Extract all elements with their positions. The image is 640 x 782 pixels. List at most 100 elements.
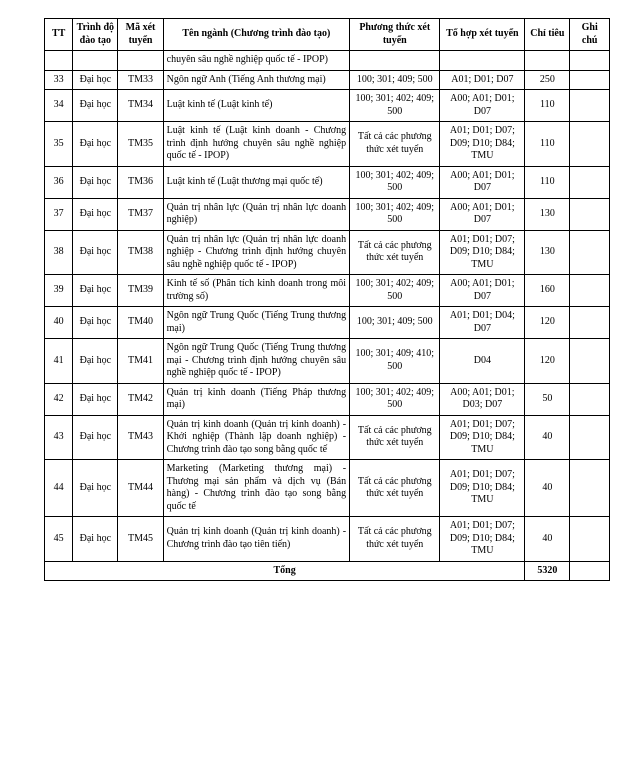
table-row: 35Đại họcTM35Luật kinh tế (Luật kinh doa… (45, 122, 610, 167)
cell-trinh: Đại học (73, 122, 118, 167)
table-row: 45Đại họcTM45Quản trị kinh doanh (Quản t… (45, 517, 610, 562)
table-row: 44Đại họcTM44Marketing (Marketing thương… (45, 460, 610, 517)
cell-tohop: A01; D01; D07; D09; D10; D84; TMU (440, 415, 525, 460)
col-chi: Chỉ tiêu (525, 19, 570, 51)
cell-ghi (570, 230, 610, 275)
cell-chi: 250 (525, 70, 570, 90)
cell-phuong (350, 51, 440, 71)
cell-phuong: 100; 301; 402; 409; 500 (350, 275, 440, 307)
cell-phuong: 100; 301; 402; 409; 500 (350, 90, 440, 122)
table-row: 33Đại họcTM33Ngôn ngữ Anh (Tiếng Anh thư… (45, 70, 610, 90)
table-row: 42Đại họcTM42Quản trị kinh doanh (Tiếng … (45, 383, 610, 415)
cell-tt: 34 (45, 90, 73, 122)
cell-ghi (570, 51, 610, 71)
cell-tohop: A01; D01; D07; D09; D10; D84; TMU (440, 230, 525, 275)
col-ma: Mã xét tuyển (118, 19, 163, 51)
cell-chi: 110 (525, 166, 570, 198)
table-row: 37Đại họcTM37Quản trị nhân lực (Quản trị… (45, 198, 610, 230)
cell-tohop: A01; D01; D07; D09; D10; D84; TMU (440, 122, 525, 167)
cell-ten: Ngôn ngữ Trung Quốc (Tiếng Trung thương … (163, 307, 349, 339)
cell-trinh (73, 51, 118, 71)
cell-ten: Quản trị kinh doanh (Tiếng Pháp thương m… (163, 383, 349, 415)
cell-chi: 120 (525, 307, 570, 339)
cell-trinh: Đại học (73, 460, 118, 517)
cell-ma (118, 51, 163, 71)
total-ghi (570, 561, 610, 581)
cell-phuong: 100; 301; 409; 500 (350, 307, 440, 339)
cell-trinh: Đại học (73, 517, 118, 562)
cell-tt: 35 (45, 122, 73, 167)
table-row: 38Đại họcTM38Quản trị nhân lực (Quản trị… (45, 230, 610, 275)
cell-phuong: Tất cả các phương thức xét tuyển (350, 415, 440, 460)
cell-phuong: Tất cả các phương thức xét tuyển (350, 230, 440, 275)
cell-ghi (570, 339, 610, 384)
table-row: chuyên sâu nghề nghiệp quốc tế - IPOP) (45, 51, 610, 71)
cell-chi: 110 (525, 122, 570, 167)
cell-chi: 110 (525, 90, 570, 122)
cell-ten: Quản trị kinh doanh (Quản trị kinh doanh… (163, 517, 349, 562)
cell-ma: TM41 (118, 339, 163, 384)
admissions-table: TT Trình độ đào tạo Mã xét tuyển Tên ngà… (44, 18, 610, 581)
cell-chi: 160 (525, 275, 570, 307)
total-value: 5320 (525, 561, 570, 581)
cell-tt: 39 (45, 275, 73, 307)
cell-chi: 120 (525, 339, 570, 384)
cell-ma: TM42 (118, 383, 163, 415)
cell-phuong: Tất cả các phương thức xét tuyển (350, 122, 440, 167)
col-tt: TT (45, 19, 73, 51)
cell-tt (45, 51, 73, 71)
col-trinh: Trình độ đào tạo (73, 19, 118, 51)
cell-tt: 33 (45, 70, 73, 90)
cell-ma: TM37 (118, 198, 163, 230)
table-row: 34Đại họcTM34Luật kinh tế (Luật kinh tế)… (45, 90, 610, 122)
cell-ma: TM38 (118, 230, 163, 275)
document-page: TT Trình độ đào tạo Mã xét tuyển Tên ngà… (0, 0, 640, 782)
cell-trinh: Đại học (73, 415, 118, 460)
cell-ten: Quản trị kinh doanh (Quản trị kinh doanh… (163, 415, 349, 460)
cell-tohop: A01; D01; D07; D09; D10; D84; TMU (440, 517, 525, 562)
cell-ghi (570, 275, 610, 307)
cell-phuong: 100; 301; 409; 500 (350, 70, 440, 90)
cell-ten: Luật kinh tế (Luật kinh tế) (163, 90, 349, 122)
col-ghi: Ghi chú (570, 19, 610, 51)
table-row: 39Đại họcTM39Kinh tế số (Phân tích kinh … (45, 275, 610, 307)
cell-tt: 38 (45, 230, 73, 275)
cell-tohop: A01; D01; D07 (440, 70, 525, 90)
cell-trinh: Đại học (73, 275, 118, 307)
cell-ghi (570, 122, 610, 167)
total-label: Tổng (45, 561, 525, 581)
cell-tohop: A01; D01; D04; D07 (440, 307, 525, 339)
cell-chi: 40 (525, 415, 570, 460)
cell-tt: 43 (45, 415, 73, 460)
cell-ma: TM45 (118, 517, 163, 562)
cell-tt: 41 (45, 339, 73, 384)
cell-phuong: 100; 301; 409; 410; 500 (350, 339, 440, 384)
cell-trinh: Đại học (73, 307, 118, 339)
cell-ten: Luật kinh tế (Luật thương mại quốc tế) (163, 166, 349, 198)
cell-ghi (570, 517, 610, 562)
cell-ten: Quản trị nhân lực (Quản trị nhân lực doa… (163, 198, 349, 230)
cell-phuong: 100; 301; 402; 409; 500 (350, 166, 440, 198)
table-row: 41Đại họcTM41Ngôn ngữ Trung Quốc (Tiếng … (45, 339, 610, 384)
table-row: 43Đại họcTM43Quản trị kinh doanh (Quản t… (45, 415, 610, 460)
cell-ten: Marketing (Marketing thương mại) - Thươn… (163, 460, 349, 517)
cell-chi: 50 (525, 383, 570, 415)
cell-tohop: A00; A01; D01; D03; D07 (440, 383, 525, 415)
table-body: chuyên sâu nghề nghiệp quốc tế - IPOP)33… (45, 51, 610, 562)
cell-phuong: Tất cả các phương thức xét tuyển (350, 460, 440, 517)
cell-tt: 40 (45, 307, 73, 339)
cell-phuong: 100; 301; 402; 409; 500 (350, 198, 440, 230)
table-row: 40Đại họcTM40Ngôn ngữ Trung Quốc (Tiếng … (45, 307, 610, 339)
cell-ghi (570, 90, 610, 122)
cell-ghi (570, 383, 610, 415)
cell-tt: 36 (45, 166, 73, 198)
cell-chi: 40 (525, 517, 570, 562)
cell-ten: Quản trị nhân lực (Quản trị nhân lực doa… (163, 230, 349, 275)
cell-chi: 130 (525, 198, 570, 230)
cell-ma: TM44 (118, 460, 163, 517)
cell-tohop: A00; A01; D01; D07 (440, 166, 525, 198)
cell-ghi (570, 198, 610, 230)
cell-tt: 45 (45, 517, 73, 562)
cell-ten: Ngôn ngữ Trung Quốc (Tiếng Trung thương … (163, 339, 349, 384)
cell-trinh: Đại học (73, 383, 118, 415)
